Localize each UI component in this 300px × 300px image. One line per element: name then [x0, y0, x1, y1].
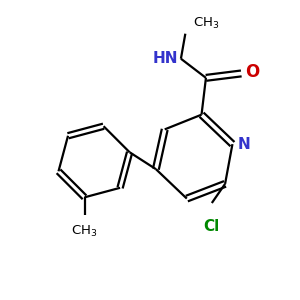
- Text: CH$_3$: CH$_3$: [193, 16, 219, 31]
- Text: Cl: Cl: [204, 219, 220, 234]
- Text: N: N: [238, 136, 250, 152]
- Text: CH$_3$: CH$_3$: [71, 224, 98, 239]
- Text: O: O: [245, 63, 259, 81]
- Text: HN: HN: [152, 51, 178, 66]
